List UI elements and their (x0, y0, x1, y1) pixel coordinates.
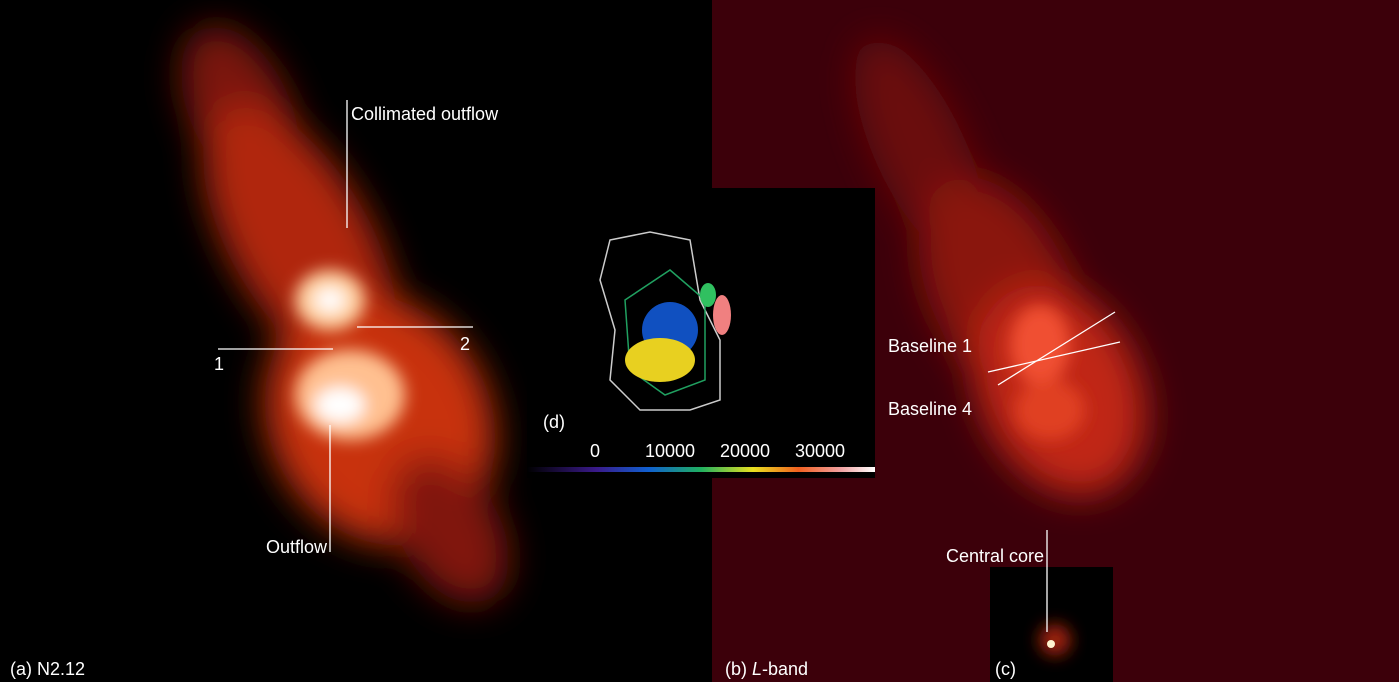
annotation: 2 (460, 334, 470, 354)
annotation: Baseline 1 (888, 336, 972, 356)
panel-label: (b) L-band (725, 659, 808, 679)
annotation: Outflow (266, 537, 328, 557)
panel-label: (a) N2.12 (10, 659, 85, 679)
figure: Collimated outflow Outflow 1 2 Baseline … (0, 0, 1399, 682)
colorbar-tick-label: 20000 (720, 441, 770, 461)
colorbar-tick-label: 10000 (645, 441, 695, 461)
annotation: 1 (214, 354, 224, 374)
annotation: Baseline 4 (888, 399, 972, 419)
panel-label: (d) (543, 412, 565, 432)
annotation: Collimated outflow (351, 104, 499, 124)
colorbar-tick-label: 0 (590, 441, 600, 461)
panel-label: (c) (995, 659, 1016, 679)
colorbar (527, 467, 875, 472)
inset-d (527, 188, 875, 478)
colorbar-tick-label: 30000 (795, 441, 845, 461)
annotation: Central core (946, 546, 1044, 566)
